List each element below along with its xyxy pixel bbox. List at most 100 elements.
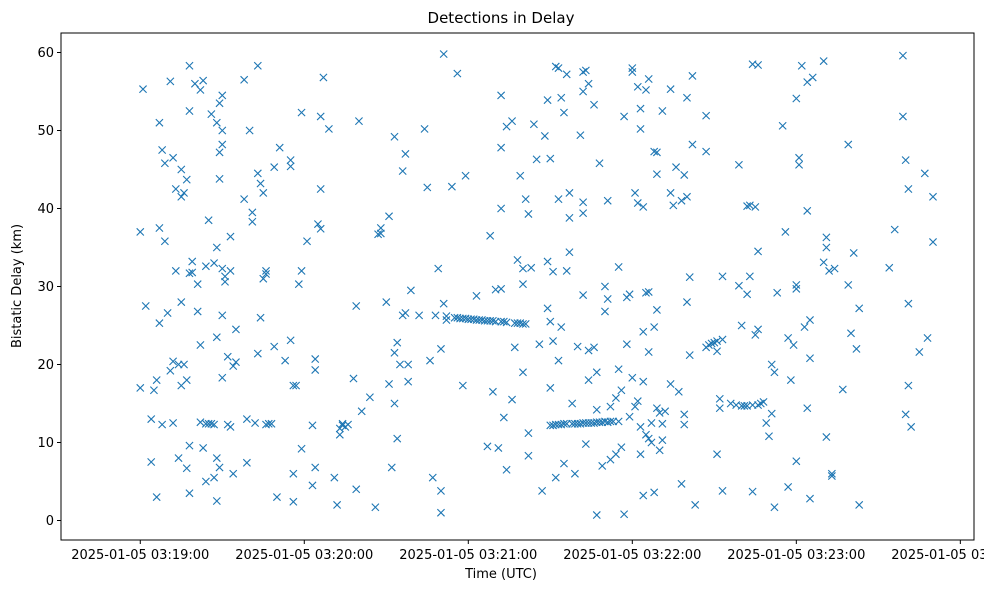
data-point xyxy=(622,340,631,349)
data-point xyxy=(631,402,640,411)
data-point xyxy=(901,156,910,165)
data-point xyxy=(751,202,760,211)
data-point xyxy=(497,91,506,100)
data-point xyxy=(316,224,325,233)
points-layer xyxy=(136,50,937,520)
data-point xyxy=(581,440,590,449)
data-point xyxy=(371,503,380,512)
data-point xyxy=(267,419,276,428)
plot-area xyxy=(60,32,975,541)
data-point xyxy=(139,85,147,94)
data-point xyxy=(685,351,694,360)
data-point xyxy=(518,319,527,328)
data-point xyxy=(702,147,711,156)
data-point xyxy=(713,450,722,459)
data-point xyxy=(565,188,574,197)
data-point xyxy=(218,126,227,135)
data-point xyxy=(256,313,265,322)
data-point xyxy=(406,286,415,295)
data-point xyxy=(792,457,801,466)
data-point xyxy=(289,381,298,390)
data-point xyxy=(182,464,191,473)
data-point xyxy=(546,154,555,163)
data-point xyxy=(592,405,601,414)
data-point xyxy=(524,451,533,460)
data-point xyxy=(631,188,640,197)
data-point xyxy=(718,335,727,344)
y-axis-label: Bistatic Delay (km) xyxy=(10,224,25,348)
data-point xyxy=(707,339,716,348)
data-point xyxy=(611,394,620,403)
data-point xyxy=(929,192,937,201)
data-point xyxy=(174,454,183,463)
data-point xyxy=(595,159,604,168)
data-point xyxy=(718,272,727,281)
data-point xyxy=(185,269,194,278)
data-point xyxy=(647,438,656,447)
data-point xyxy=(488,387,497,396)
data-point xyxy=(212,118,221,127)
data-point xyxy=(628,64,637,73)
y-tick-label: 30 xyxy=(37,280,54,295)
data-point xyxy=(734,281,743,290)
data-point xyxy=(308,421,317,430)
data-point xyxy=(212,497,221,505)
data-point xyxy=(297,266,306,275)
data-point xyxy=(374,230,383,239)
data-point xyxy=(472,291,481,300)
data-point xyxy=(803,404,812,413)
data-point xyxy=(166,366,175,375)
data-point xyxy=(182,376,191,385)
data-point xyxy=(218,140,227,149)
data-point xyxy=(286,162,295,171)
data-point xyxy=(636,450,645,459)
data-point xyxy=(256,179,265,188)
data-point xyxy=(568,399,577,408)
data-point xyxy=(201,262,210,271)
data-point xyxy=(603,196,612,205)
data-point xyxy=(557,93,566,102)
data-point xyxy=(185,107,194,115)
data-point xyxy=(767,409,776,418)
data-point xyxy=(294,280,303,289)
data-point xyxy=(633,397,642,406)
x-tick-label: 2025-01-05 03:24:00 xyxy=(891,548,984,563)
data-point xyxy=(270,342,279,351)
x-tick-label: 2025-01-05 03:23:00 xyxy=(727,548,865,563)
data-point xyxy=(792,94,801,103)
data-point xyxy=(666,188,675,197)
data-point xyxy=(231,325,240,334)
x-tick-label: 2025-01-05 03:19:00 xyxy=(71,548,209,563)
x-axis-label: Time (UTC) xyxy=(464,567,537,582)
data-point xyxy=(218,373,227,382)
data-point xyxy=(281,356,290,365)
data-point xyxy=(152,493,161,502)
y-tick-label: 10 xyxy=(37,436,54,451)
data-point xyxy=(513,255,522,264)
data-point xyxy=(617,443,626,452)
data-point xyxy=(177,165,186,174)
data-point xyxy=(579,291,588,300)
data-point xyxy=(685,273,694,282)
y-tick-label: 0 xyxy=(46,514,54,529)
data-point xyxy=(773,288,782,297)
data-point xyxy=(803,78,812,87)
y-tick-label: 20 xyxy=(37,358,54,373)
data-point xyxy=(499,413,508,422)
data-point xyxy=(177,192,186,201)
y-axis: 0 10 20 30 40 50 60 xyxy=(37,46,61,529)
data-point xyxy=(847,329,855,338)
data-point xyxy=(245,126,254,135)
data-point xyxy=(226,422,235,431)
data-point xyxy=(442,312,451,321)
data-point xyxy=(163,309,172,318)
data-point xyxy=(152,376,161,385)
data-point xyxy=(543,257,552,266)
data-point xyxy=(461,171,470,180)
data-point xyxy=(538,486,547,495)
data-point xyxy=(795,153,804,162)
data-point xyxy=(518,264,527,273)
data-point xyxy=(644,75,653,84)
data-point xyxy=(641,288,650,297)
